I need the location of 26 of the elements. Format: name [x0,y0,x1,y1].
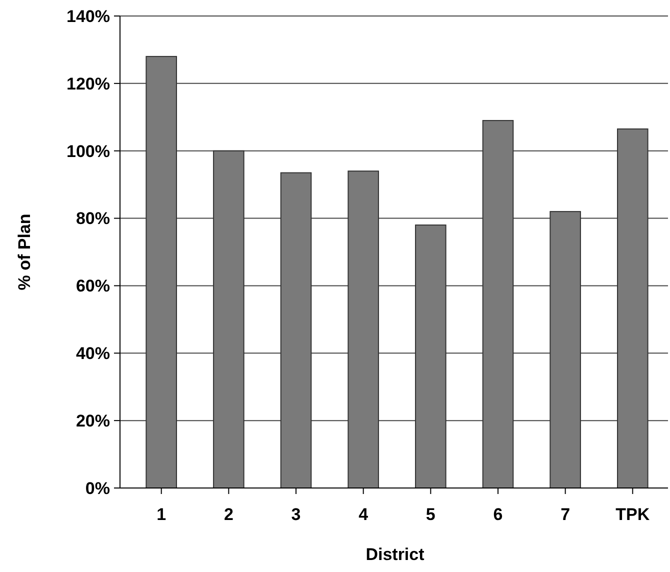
x-tick-label: 2 [224,505,234,524]
bar [617,128,648,488]
bar [415,224,446,488]
x-tick-label: 7 [560,505,570,524]
x-tick-label: 6 [493,505,503,524]
bar [348,170,379,488]
x-tick-label: 3 [291,505,301,524]
x-axis-title: District [366,545,425,564]
bar [146,56,177,488]
bar [482,120,514,488]
bar [280,172,312,488]
y-tick-label: 120% [66,74,110,94]
y-axis-title: % of Plan [15,214,34,290]
y-tick-label: 80% [76,209,110,228]
y-tick-label: 100% [66,142,110,161]
x-tick-label: 1 [156,505,166,524]
y-tick-label: 0% [85,478,110,498]
y-tick-label: 140% [66,6,110,26]
x-tick-label: 4 [358,505,369,524]
x-tick-label: 5 [426,505,436,524]
x-tick-label: TPK [616,505,650,524]
bar [550,211,581,488]
bar [213,150,244,488]
y-tick-label: 60% [76,276,110,296]
y-tick-label: 40% [76,344,110,364]
y-tick-label: 20% [76,412,110,431]
